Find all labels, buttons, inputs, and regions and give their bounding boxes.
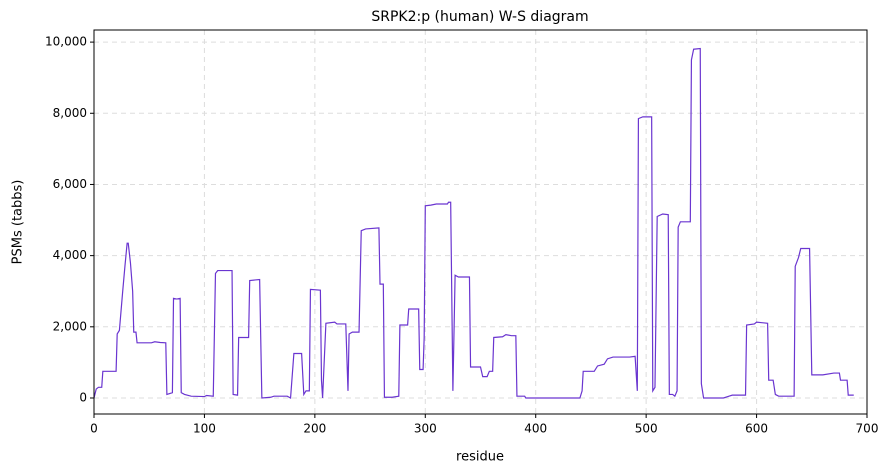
- y-tick-label: 10,000: [45, 35, 87, 49]
- x-tick-label: 500: [635, 422, 658, 436]
- plot-frame: [93, 29, 868, 415]
- data-line: [93, 47, 854, 399]
- y-tick-label: 2,000: [53, 319, 87, 333]
- x-tick-label: 100: [193, 422, 216, 436]
- x-tick-label: 600: [745, 422, 768, 436]
- y-axis-label: PSMs (tabbs): [11, 180, 26, 265]
- chart-title: SRPK2:p (human) W-S diagram: [371, 9, 588, 25]
- x-tick-label: 200: [303, 422, 326, 436]
- x-axis-label: residue: [456, 450, 504, 465]
- y-tick-label: 8,000: [53, 106, 87, 120]
- y-tick-label: 0: [79, 390, 87, 404]
- y-tick-label: 6,000: [53, 177, 87, 191]
- x-tick-label: 300: [414, 422, 437, 436]
- y-tick-label: 4,000: [53, 248, 87, 262]
- x-tick-label: 0: [90, 422, 98, 436]
- x-tick-label: 400: [524, 422, 547, 436]
- x-tick-label: 700: [856, 422, 879, 436]
